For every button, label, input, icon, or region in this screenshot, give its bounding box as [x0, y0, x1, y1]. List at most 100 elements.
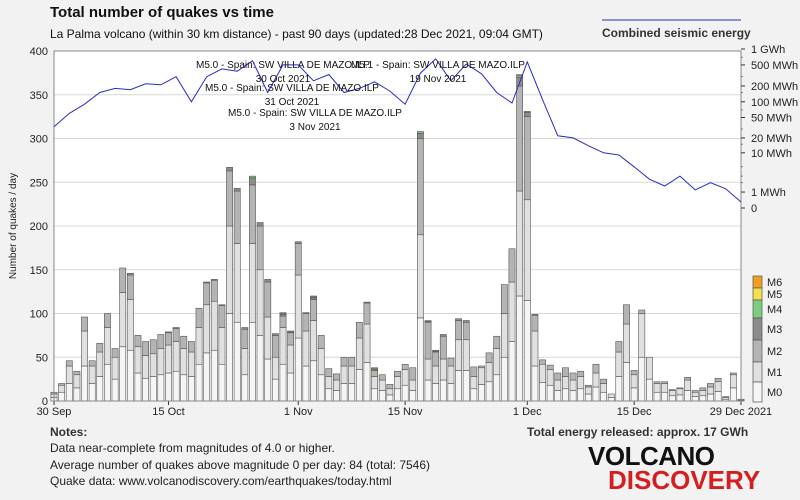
bar-segment-m2 — [401, 363, 409, 370]
y-tick-label: 200 — [30, 221, 48, 233]
bar-segment-m1 — [58, 384, 66, 393]
bar-segment-m2 — [325, 368, 333, 377]
bar-segment-m0 — [668, 395, 676, 402]
bar-segment-m0 — [386, 394, 394, 402]
bar-segment-m2 — [218, 305, 226, 328]
bar-segment-m1 — [363, 323, 371, 363]
bar-segment-m1 — [485, 362, 493, 383]
bar-segment-m5 — [279, 312, 287, 314]
bar-segment-m0 — [478, 384, 485, 402]
bar-segment-m2 — [714, 377, 722, 383]
bar-segment-m2 — [302, 313, 310, 332]
bar-segment-m2 — [310, 299, 317, 321]
bar-segment-m1 — [340, 365, 348, 384]
bar-segment-m0 — [363, 362, 371, 402]
bar-segment-m2 — [172, 328, 180, 342]
chart-title: Total number of quakes vs time — [50, 4, 274, 21]
bar-segment-m0 — [462, 370, 470, 402]
x-tick-label: 15 Oct — [152, 406, 184, 418]
bar-segment-m2 — [676, 387, 684, 390]
energy-tick-label: 20 MWh — [751, 133, 792, 145]
bar-segment-m2 — [256, 225, 264, 271]
energy-tick-label: 1 GWh — [751, 44, 785, 56]
bar-segment-m0 — [355, 369, 363, 402]
bar-segment-m2 — [470, 366, 478, 377]
bar-segment-m0 — [218, 363, 226, 402]
legend-label-m5: M5 — [767, 289, 782, 301]
y-tick-label: 150 — [30, 265, 48, 277]
bar-segment-m0 — [249, 321, 256, 402]
bar-segment-m2 — [699, 387, 707, 391]
bar-segment-m2 — [630, 370, 638, 376]
bar-segment-m0 — [134, 372, 142, 402]
bar-segment-m0 — [81, 365, 88, 402]
bar-segment-m1 — [210, 300, 218, 351]
bar-segment-m2 — [432, 351, 440, 367]
bar-segment-m2 — [88, 360, 96, 367]
energy-tick-label: 200 MWh — [751, 81, 798, 93]
bar-segment-m3 — [531, 314, 539, 316]
bar-segment-m0 — [562, 388, 569, 402]
bar-segment-m3 — [165, 331, 172, 334]
bar-segment-m0 — [264, 358, 272, 402]
bar-segment-m1 — [653, 383, 661, 393]
bar-segment-m0 — [340, 383, 348, 402]
bar-segment-m1 — [554, 379, 562, 391]
logo-line-1: VOLCANO — [588, 441, 715, 471]
bar-segment-m1 — [371, 376, 378, 390]
bar-segment-m3 — [462, 320, 470, 323]
bar-segment-m2 — [684, 377, 691, 381]
bar-segment-m1 — [157, 348, 165, 376]
bar-segment-m0 — [417, 317, 424, 402]
note-line: Quake data: www.volcanodiscovery.com/ear… — [50, 474, 392, 488]
bar-segment-m2 — [203, 282, 211, 306]
bar-segment-m2 — [126, 274, 134, 300]
bar-segment-m0 — [684, 390, 691, 402]
y-axis-label: Number of quakes / day — [8, 173, 19, 279]
note-line: Average number of quakes above magnitude… — [50, 458, 431, 472]
bar-segment-m3 — [294, 241, 302, 244]
y-tick-label: 50 — [36, 352, 48, 364]
bar-segment-m0 — [691, 396, 699, 402]
bar-segment-m0 — [432, 383, 440, 402]
bar-segment-m0 — [226, 313, 233, 402]
y-tick-label: 400 — [30, 46, 48, 58]
bar-segment-m0 — [699, 395, 707, 402]
bar-segment-m2 — [287, 332, 295, 346]
bar-segment-m2 — [462, 321, 470, 341]
bar-segment-m3 — [233, 188, 241, 192]
note-line: Data near-complete from magnitudes of 4.… — [50, 441, 335, 455]
bar-segment-m2 — [531, 314, 539, 332]
bar-segment-m1 — [104, 327, 111, 365]
bar-segment-m0 — [294, 337, 302, 402]
bar-segment-m1 — [333, 379, 340, 391]
bar-segment-m0 — [348, 383, 356, 402]
bar-segment-m2 — [424, 321, 432, 360]
legend-swatch-m4 — [752, 299, 763, 319]
bar-segment-m2 — [279, 315, 287, 328]
notes-heading: Notes: — [50, 425, 88, 439]
bar-segment-m2 — [271, 335, 279, 358]
bar-segment-m3 — [264, 279, 272, 283]
bar-segment-m0 — [607, 397, 615, 402]
bar-segment-m0 — [210, 349, 218, 402]
bar-segment-m1 — [287, 344, 295, 374]
bar-segment-m3 — [256, 222, 264, 227]
bar-segment-m1 — [584, 386, 592, 395]
bar-segment-m0 — [271, 378, 279, 402]
bar-segment-m1 — [714, 381, 722, 392]
energy-tick-label: 100 MWh — [751, 97, 798, 109]
bar-segment-m0 — [508, 341, 516, 402]
chart-subtitle: La Palma volcano (within 30 km distance)… — [50, 27, 543, 41]
bar-segment-m2 — [554, 372, 562, 381]
bar-segment-m1 — [623, 323, 630, 363]
bar-segment-m2 — [195, 307, 203, 328]
bar-segment-m0 — [233, 321, 241, 402]
bar-segment-m0 — [279, 363, 287, 402]
bar-segment-m2 — [653, 381, 661, 384]
energy-tick-label: 0 — [751, 203, 757, 215]
legend-label-m0: M0 — [767, 387, 782, 399]
bar-segment-m2 — [142, 341, 149, 356]
bar-segment-m1 — [394, 376, 401, 390]
bar-segment-m0 — [623, 362, 630, 402]
